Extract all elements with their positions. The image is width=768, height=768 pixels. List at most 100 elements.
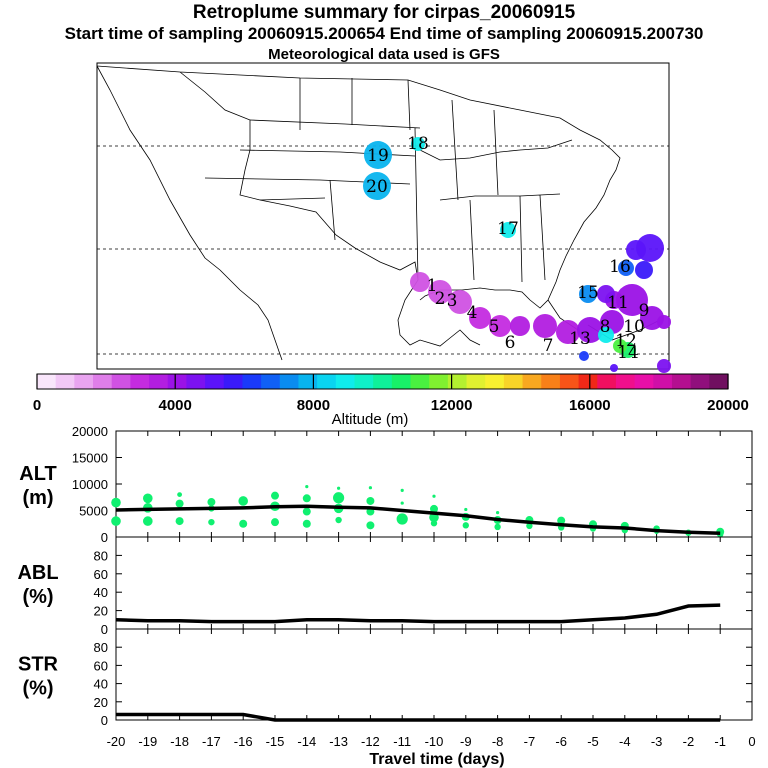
plume-day-label: 11 (607, 293, 629, 313)
panel-label: ABL (17, 562, 58, 584)
scatter-point (239, 519, 248, 528)
colorbar-swatch (279, 374, 300, 389)
x-tick-label: -9 (460, 734, 472, 749)
x-tick-label: -16 (234, 734, 253, 749)
sampling-time-line: Start time of sampling 20060915.200654 E… (64, 24, 704, 43)
y-tick-label: 0 (101, 530, 108, 545)
scatter-point (496, 511, 500, 515)
y-tick-label: 20 (94, 695, 108, 710)
colorbar-swatch (93, 374, 113, 389)
colorbar-swatch (130, 374, 150, 389)
plume-day-label: 8 (600, 317, 611, 337)
plume-blob (489, 315, 511, 337)
altitude-colorbar: 0 4000 8000 12000 16000 20000 (33, 373, 749, 414)
scatter-point (557, 516, 566, 525)
scatter-point (177, 492, 183, 497)
colorbar-swatch (447, 374, 468, 389)
colorbar-swatch (690, 374, 710, 389)
colorbar-swatch (653, 374, 673, 389)
time-series-panels: 05000100001500020000ALT(m)020406080ABL(%… (17, 424, 755, 749)
scatter-point (368, 486, 372, 490)
colorbar-swatch (709, 374, 729, 389)
plume-blob (533, 314, 557, 338)
x-tick-label: -13 (329, 734, 348, 749)
x-tick-label: -10 (425, 734, 444, 749)
scatter-point (400, 501, 404, 505)
y-tick-label: 20000 (72, 424, 108, 439)
plume-blob (411, 137, 425, 151)
x-tick-label: -14 (297, 734, 316, 749)
plume-day-label: 14 (617, 343, 639, 363)
colorbar-tick-label: 16000 (569, 397, 611, 414)
scatter-point (396, 513, 408, 525)
scatter-point (143, 516, 153, 526)
x-tick-label: -2 (683, 734, 695, 749)
y-tick-label: 0 (101, 622, 108, 637)
plume-blob (448, 290, 472, 314)
colorbar-tick-label: 12000 (431, 397, 473, 414)
map-borders (96, 65, 661, 361)
series-line (115, 603, 721, 624)
map-frame (96, 62, 670, 370)
scatter-point (302, 519, 311, 528)
plume-blob (500, 222, 516, 238)
plume-day-label: 13 (569, 329, 591, 349)
met-data-line: Meteorological data used is GFS (268, 46, 500, 63)
scatter-point (462, 522, 469, 529)
x-tick-label: -17 (202, 734, 221, 749)
plume-day-label: 20 (366, 177, 388, 197)
plume-day-label: 18 (407, 134, 429, 154)
scatter-point (238, 496, 248, 506)
x-tick-label: -15 (266, 734, 285, 749)
scatter-point (271, 491, 279, 500)
panel-unit: (%) (22, 586, 53, 608)
series-line (115, 504, 721, 536)
colorbar-swatch (429, 374, 449, 389)
colorbar-tick-label: 8000 (297, 397, 330, 414)
colorbar-swatch (317, 374, 337, 389)
scatter-point (430, 504, 438, 513)
panel-abl: 0 20 40 60 80 ABL(%) (17, 536, 753, 637)
y-tick-label: 20 (94, 604, 108, 619)
y-tick-label: 60 (94, 658, 108, 673)
x-tick-label: -4 (619, 734, 631, 749)
colorbar-swatch (373, 374, 393, 389)
colorbar-swatch (149, 374, 169, 389)
plume-day-label: 7 (543, 336, 554, 356)
scatter-point (366, 521, 375, 530)
plume-blob (363, 172, 391, 200)
plume-blob (598, 327, 614, 343)
x-tick-label: -3 (651, 734, 663, 749)
scatter-point (526, 522, 533, 530)
scatter-point (400, 488, 404, 492)
plume-day-label: 12 (615, 331, 637, 351)
x-tick-label: -11 (393, 734, 411, 749)
colorbar-swatch (615, 374, 636, 389)
colorbar-swatch (242, 374, 262, 389)
plume-day-label: 19 (367, 146, 389, 166)
y-tick-label: 80 (94, 640, 108, 655)
y-tick-label: 40 (94, 677, 108, 692)
plume-day-label: 10 (623, 317, 645, 337)
plume-blob (613, 339, 627, 353)
colorbar-swatch (503, 374, 524, 389)
plume-blob (618, 260, 634, 276)
scatter-point (333, 492, 345, 504)
series-line (116, 712, 721, 722)
plume-blob (597, 285, 615, 303)
colorbar-tick-label: 20000 (707, 397, 749, 414)
scatter-point (432, 494, 436, 498)
plume-day-label: 3 (447, 291, 458, 311)
scatter-point (464, 507, 468, 512)
x-tick-label: 0 (748, 734, 755, 749)
plume-day-label: 17 (497, 219, 519, 239)
plume-day-label: 2 (435, 289, 446, 309)
panel-frame (115, 628, 753, 721)
colorbar-swatch (111, 374, 131, 389)
plume-blob (610, 364, 618, 372)
panel-label: ALT (19, 463, 56, 485)
y-tick-label: 60 (94, 567, 108, 582)
plume-blob (428, 280, 452, 304)
plume-blob (579, 285, 597, 303)
